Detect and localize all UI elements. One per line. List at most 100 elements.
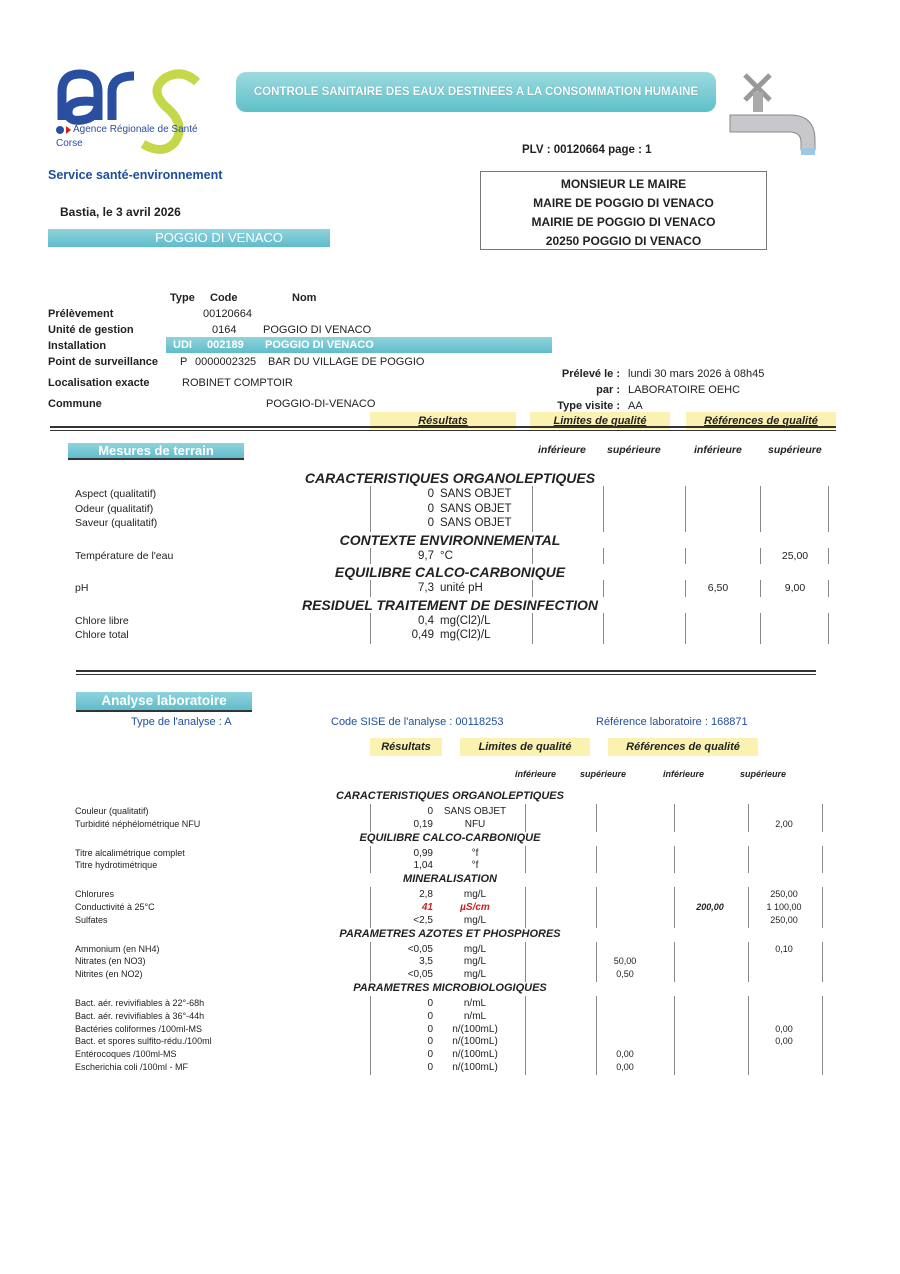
result-unit: n/(100mL) <box>452 1049 498 1061</box>
column-divider <box>525 804 526 832</box>
address-line: MONSIEUR LE MAIRE <box>560 177 687 191</box>
mesures-terrain-title: Mesures de terrain <box>68 443 244 460</box>
lim-sup-value: 0,00 <box>616 1049 634 1060</box>
result-unit: n/(100mL) <box>452 1023 498 1035</box>
col-type: Type <box>170 292 195 304</box>
column-divider <box>532 486 533 532</box>
row-label: Conductivité à 25°C <box>75 902 155 912</box>
header-references: Références de qualité <box>704 415 818 427</box>
labo-header-limites: Limites de qualité <box>460 738 590 756</box>
result-value: 1,04 <box>413 860 433 872</box>
resultats-highlight <box>370 412 516 429</box>
column-divider <box>760 547 761 564</box>
column-divider <box>370 612 371 644</box>
column-divider <box>748 845 749 874</box>
column-divider <box>822 804 823 832</box>
result-value: 0 <box>427 1049 433 1061</box>
column-divider <box>828 547 829 564</box>
labo-lim-inf-header: inférieure <box>515 769 557 779</box>
section-heading: RESIDUEL TRAITEMENT DE DESINFECTION <box>301 596 599 613</box>
column-divider <box>525 941 526 982</box>
lim-sup-value: 50,00 <box>613 956 637 967</box>
column-divider <box>760 486 761 532</box>
ref-sup-value: 2,00 <box>775 818 793 829</box>
result-value: 0 <box>427 517 434 529</box>
lim-sup-header: supérieure <box>607 444 661 456</box>
prelevement-code: 00120664 <box>203 308 252 320</box>
divider <box>76 670 816 675</box>
result-unit: SANS OBJET <box>440 502 512 515</box>
column-divider <box>748 887 749 928</box>
row-label: Titre alcalimétrique complet <box>75 847 185 858</box>
address-line: MAIRE DE POGGIO DI VENACO <box>533 196 714 210</box>
ref-sup-header: supérieure <box>768 444 822 456</box>
type-visite-value: AA <box>628 400 643 412</box>
labo-lim-sup-header: supérieure <box>580 769 627 779</box>
commune-value: POGGIO-DI-VENACO <box>266 398 376 410</box>
column-divider <box>596 845 597 874</box>
result-unit: mg/L <box>463 956 487 968</box>
result-value: 0 <box>427 1023 433 1035</box>
par-value: LABORATOIRE OEHC <box>628 384 741 396</box>
row-label: Aspect (qualitatif) <box>75 488 157 500</box>
localisation-value: ROBINET COMPTOIR <box>182 377 293 389</box>
row-label: Chlore libre <box>75 614 129 627</box>
lim-sup-value: 0,00 <box>616 1062 634 1072</box>
result-unit: °f <box>471 847 479 859</box>
commune-banner: POGGIO DI VENACO <box>48 229 330 247</box>
row-label: Nitrites (en NO2) <box>75 969 143 980</box>
lim-inf-header: inférieure <box>538 444 586 456</box>
result-unit: mg/L <box>463 969 487 981</box>
result-unit: mg/L <box>463 889 487 901</box>
type-visite-label: Type visite : <box>557 400 620 412</box>
result-unit: mg/L <box>463 943 487 955</box>
date-line: Bastia, le 3 avril 2026 <box>60 205 181 219</box>
result-value: 0 <box>427 502 434 515</box>
title-banner: CONTROLE SANITAIRE DES EAUX DESTINEES A … <box>236 72 716 112</box>
preleve-value: lundi 30 mars 2026 à 08h45 <box>628 368 765 380</box>
recipient-address: MONSIEUR LE MAIRE MAIRE DE POGGIO DI VEN… <box>480 171 767 250</box>
result-unit: SANS OBJET <box>440 517 512 529</box>
result-value: <0,05 <box>407 943 433 955</box>
column-divider <box>685 612 686 644</box>
row-label: Odeur (qualitatif) <box>75 502 154 515</box>
row-label: Nitrates (en NO3) <box>75 956 146 967</box>
column-divider <box>748 804 749 832</box>
result-unit: n/mL <box>463 1010 487 1022</box>
result-unit: n/mL <box>463 998 487 1009</box>
header-limites: Limites de qualité <box>553 415 647 427</box>
section-heading: CONTEXTE ENVIRONNEMENTAL <box>339 531 561 548</box>
result-value: 2,8 <box>419 889 433 901</box>
column-divider <box>596 941 597 982</box>
section-heading: EQUILIBRE CALCO-CARBONIQUE <box>334 564 566 580</box>
result-unit: mg(Cl2)/L <box>440 629 491 641</box>
result-value: 0 <box>427 1036 433 1048</box>
lim-sup-value: 0,50 <box>616 969 634 980</box>
row-label: Bact. aér. revivifiables à 36°-44h <box>75 1010 205 1021</box>
address-line: MAIRIE DE POGGIO DI VENACO <box>531 215 716 229</box>
reference-labo: Référence laboratoire : 168871 <box>596 716 748 728</box>
column-divider <box>828 486 829 532</box>
region-name: Corse <box>56 138 83 149</box>
point-type: P <box>180 356 188 368</box>
column-divider <box>596 996 597 1075</box>
installation-label: Installation <box>48 340 107 352</box>
result-value: <2,5 <box>413 914 433 926</box>
column-divider <box>603 612 604 644</box>
column-divider <box>685 486 686 532</box>
row-label: Entérocoques /100ml-MS <box>75 1049 177 1060</box>
result-value: 0,99 <box>413 847 433 859</box>
column-divider <box>603 547 604 564</box>
column-divider <box>674 996 675 1075</box>
point-code: 0000002325 <box>195 356 257 368</box>
column-divider <box>748 941 749 982</box>
result-value: <0,05 <box>407 969 433 981</box>
column-divider <box>370 887 371 928</box>
result-unit: °C <box>440 549 453 562</box>
localisation-label: Localisation exacte <box>48 377 150 389</box>
type-analyse: Type de l'analyse : A <box>131 716 232 728</box>
column-divider <box>760 580 761 597</box>
section-heading: MINERALISATION <box>403 873 497 886</box>
faucet-icon <box>725 70 825 160</box>
